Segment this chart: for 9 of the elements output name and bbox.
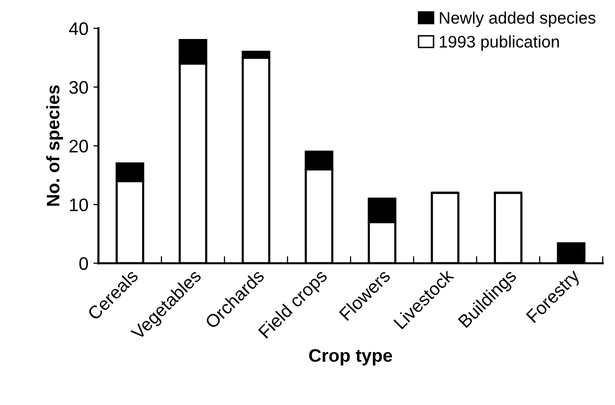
y-tick-label: 40 xyxy=(69,22,88,36)
y-tick-label: 20 xyxy=(70,140,88,153)
legend-label: Newly added species xyxy=(440,12,596,28)
legend-label: 1993 publication xyxy=(440,35,559,51)
y-axis-title: No. of species xyxy=(46,85,64,206)
y-tick-label: 0 xyxy=(79,257,88,270)
y-tick-label: 10 xyxy=(70,198,88,212)
x-axis-title: Crop type xyxy=(309,349,392,366)
y-tick-label: 30 xyxy=(69,81,88,94)
